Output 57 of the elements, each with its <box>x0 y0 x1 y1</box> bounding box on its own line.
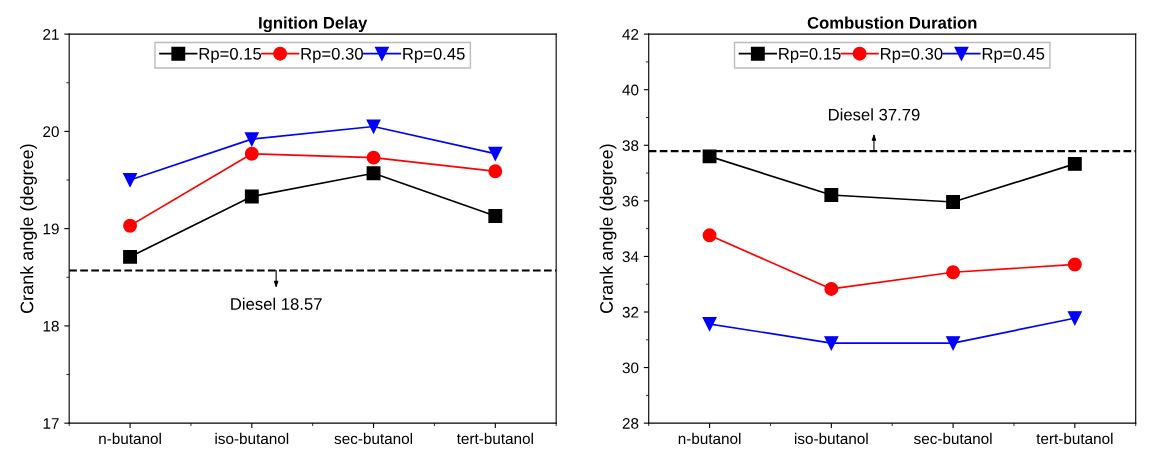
y-tick-label: 21 <box>43 28 59 40</box>
point <box>488 146 503 161</box>
point <box>702 149 717 164</box>
point <box>1067 156 1082 171</box>
y-tick-label: 42 <box>622 28 639 40</box>
legend-label: Rp=0.30 <box>301 47 363 63</box>
chart-title: Ignition Delay <box>259 16 368 33</box>
legend-label: Rp=0.15 <box>199 47 262 63</box>
point <box>946 265 961 280</box>
point <box>123 173 137 187</box>
point <box>824 281 839 296</box>
x-tick-label: n-butanol <box>99 432 161 445</box>
point <box>1067 257 1082 272</box>
y-tick-label: 18 <box>43 320 59 332</box>
y-tick-label: 20 <box>43 126 59 138</box>
point <box>1067 311 1082 326</box>
y-tick-label: 28 <box>622 418 639 429</box>
point <box>244 189 259 204</box>
point <box>366 150 381 165</box>
point <box>123 218 137 233</box>
y-axis-title: Crank angle (degree) <box>599 144 617 314</box>
point <box>366 119 381 134</box>
legend-label: Rp=0.30 <box>881 47 943 63</box>
x-tick-label: tert-butanol <box>1036 432 1113 445</box>
y-tick-label: 32 <box>622 306 639 318</box>
y-tick-label: 19 <box>43 223 59 235</box>
ref-line-label: Diesel 18.57 <box>231 297 322 310</box>
y-tick-label: 40 <box>622 84 639 96</box>
point <box>244 146 259 161</box>
y-tick-label: 38 <box>622 140 639 151</box>
x-tick-label: sec-butanol <box>334 432 413 445</box>
y-tick-label: 17 <box>43 418 59 429</box>
point <box>123 249 137 264</box>
point <box>824 188 839 202</box>
x-tick-label: iso-butanol <box>215 432 289 445</box>
y-tick-label: 36 <box>622 195 639 207</box>
point <box>488 209 503 223</box>
point <box>946 195 961 209</box>
x-tick-label: n-butanol <box>678 432 741 445</box>
legend-label: Rp=0.45 <box>403 47 465 63</box>
x-tick-label: iso-butanol <box>794 432 868 445</box>
y-tick-label: 30 <box>622 362 639 374</box>
y-axis-title: Crank angle (degree) <box>20 144 37 314</box>
point <box>488 164 503 179</box>
legend-label: Rp=0.15 <box>779 47 841 63</box>
point <box>366 166 381 181</box>
chart-title: Combustion Duration <box>807 16 977 29</box>
point <box>702 228 717 243</box>
legend-label: Rp=0.45 <box>982 47 1045 63</box>
point <box>946 336 961 351</box>
y-tick-label: 34 <box>622 251 639 263</box>
ref-line-label: Diesel 37.79 <box>828 108 920 121</box>
point <box>244 132 259 147</box>
point <box>824 336 839 351</box>
point <box>702 317 717 331</box>
x-tick-label: tert-butanol <box>456 432 533 445</box>
x-tick-label: sec-butanol <box>914 432 992 445</box>
